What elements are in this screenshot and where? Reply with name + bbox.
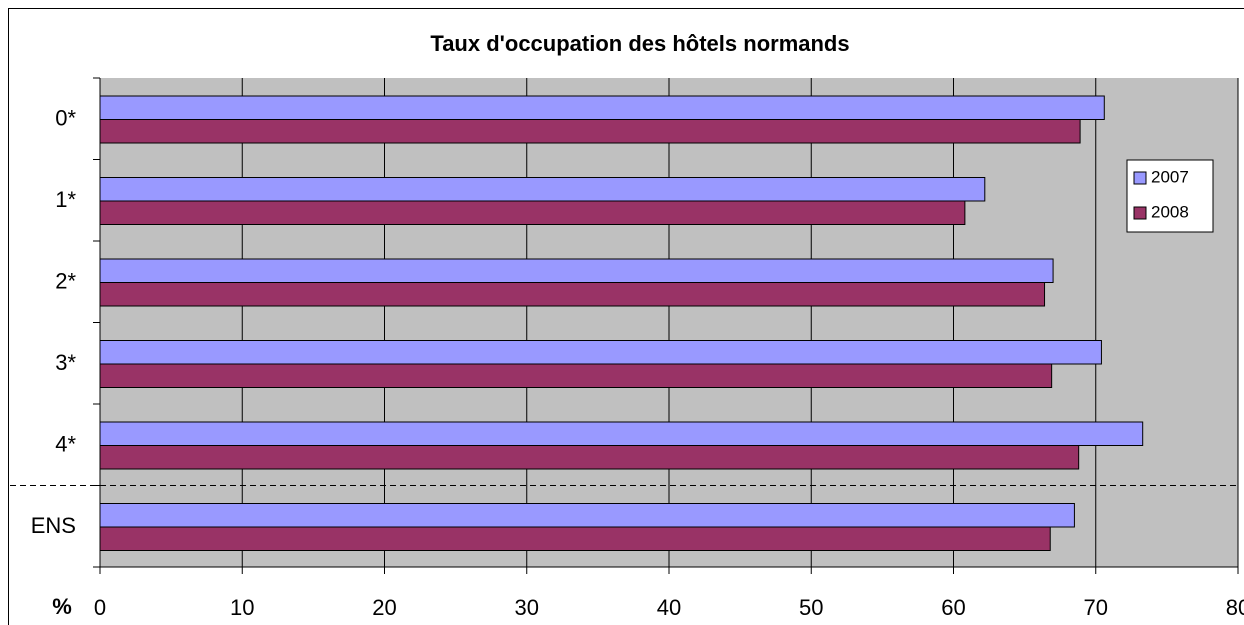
chart-title: Taux d'occupation des hôtels normands	[430, 31, 849, 56]
y-tick-label: 0*	[55, 105, 76, 130]
x-tick-label: 0	[94, 595, 106, 620]
bar	[99, 445, 1080, 470]
x-tick-label: 10	[230, 595, 254, 620]
legend-swatch	[1133, 206, 1147, 220]
x-tick-label: 80	[1226, 595, 1244, 620]
x-tick-label: 70	[1084, 595, 1108, 620]
bar	[99, 95, 1105, 120]
bar	[99, 177, 986, 202]
legend-label: 2008	[1151, 202, 1189, 221]
y-tick-label: ENS	[31, 513, 76, 538]
y-tick-label: 4*	[55, 431, 76, 456]
legend-swatch	[1133, 171, 1147, 185]
y-tick-label: 3*	[55, 350, 76, 375]
x-tick-label: 30	[515, 595, 539, 620]
x-tick-label: 20	[372, 595, 396, 620]
bar	[99, 258, 1054, 283]
bar	[99, 421, 1144, 446]
x-tick-label: 40	[657, 595, 681, 620]
bar	[99, 200, 966, 225]
bar	[99, 119, 1081, 144]
bar	[99, 526, 1051, 551]
bar	[99, 363, 1053, 388]
y-tick-label: 1*	[55, 187, 76, 212]
x-tick-label: 50	[799, 595, 823, 620]
legend-label: 2007	[1151, 167, 1189, 186]
y-tick-label: 2*	[55, 268, 76, 293]
x-tick-label: 60	[941, 595, 965, 620]
bar	[99, 340, 1102, 365]
bar	[99, 282, 1046, 307]
x-axis-label: %	[52, 594, 72, 619]
plot-area: 0 10 20 30 40 50 60 70 80 0* 1* 2* 3* 4* ENS 2007 2008	[10, 77, 1244, 620]
bar	[99, 503, 1075, 528]
